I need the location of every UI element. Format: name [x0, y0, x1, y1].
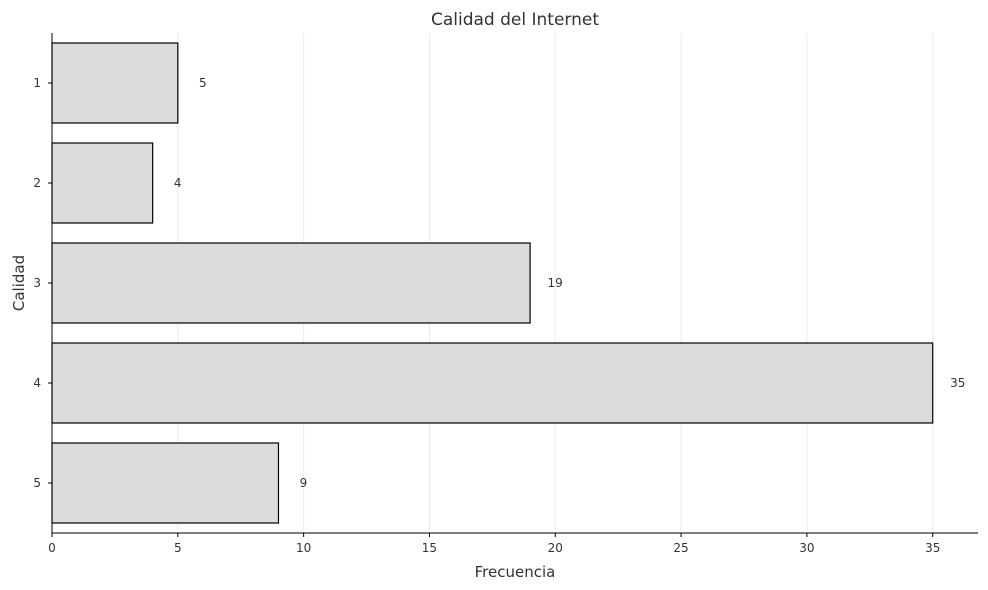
data-label: 9	[300, 476, 308, 490]
bar	[51, 142, 154, 224]
y-tick-label: 3	[33, 276, 41, 290]
bar	[51, 42, 179, 124]
data-label: 5	[199, 76, 207, 90]
y-tick-label: 4	[33, 376, 41, 390]
x-tick-label: 20	[548, 541, 563, 555]
x-tick-label: 25	[673, 541, 688, 555]
chart-title: Calidad del Internet	[431, 10, 599, 30]
y-tick-label: 5	[33, 476, 41, 490]
x-tick-label: 10	[296, 541, 311, 555]
y-axis-title: Calidad	[10, 255, 28, 311]
bar	[51, 442, 280, 524]
y-tick-label: 1	[33, 76, 41, 90]
axes: 1 2 3 4 5 0 5 10 15 20 25 30 35	[33, 33, 978, 555]
bar	[51, 342, 934, 424]
data-label: 4	[174, 176, 182, 190]
bars: 5 4 19 35 9	[51, 42, 965, 524]
y-tick-label: 2	[33, 176, 41, 190]
x-axis-title: Frecuencia	[475, 563, 556, 581]
x-tick-label: 30	[799, 541, 814, 555]
x-tick-label: 5	[174, 541, 182, 555]
bar	[51, 242, 531, 324]
data-label: 19	[547, 276, 562, 290]
x-tick-label: 15	[422, 541, 437, 555]
x-tick-label: 35	[925, 541, 940, 555]
data-label: 35	[950, 376, 965, 390]
x-tick-label: 0	[48, 541, 56, 555]
